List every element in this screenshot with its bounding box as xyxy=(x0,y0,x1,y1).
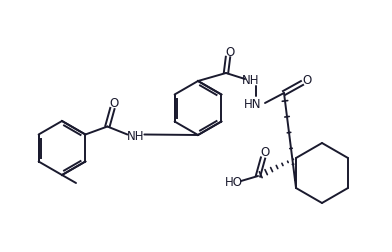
Text: O: O xyxy=(225,46,235,58)
Text: O: O xyxy=(110,97,119,110)
Text: O: O xyxy=(260,145,270,159)
Text: HN: HN xyxy=(244,98,262,110)
Text: HO: HO xyxy=(225,176,243,190)
Text: NH: NH xyxy=(242,75,260,87)
Text: NH: NH xyxy=(127,130,144,143)
Text: O: O xyxy=(302,74,312,86)
